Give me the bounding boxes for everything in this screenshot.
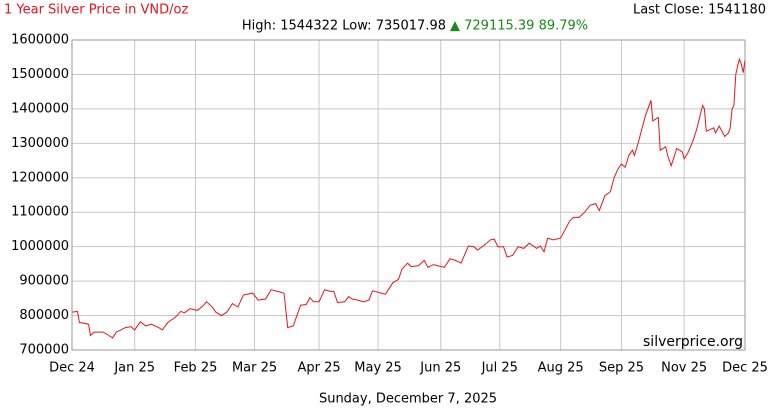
change: ▲ 729115.39 89.79%	[450, 19, 588, 34]
x-tick-label: May 25	[354, 361, 402, 376]
price-line	[71, 57, 746, 339]
x-tick-label: Feb 25	[174, 361, 218, 376]
x-tick-label: Apr 25	[297, 361, 340, 376]
y-tick-label: 900000	[19, 274, 69, 289]
y-tick-label: 1000000	[11, 239, 69, 254]
y-tick-label: 800000	[19, 308, 69, 323]
stats: High: 1544322 Low: 735017.98	[242, 19, 446, 34]
y-tick-label: 1500000	[11, 67, 69, 82]
x-tick-label: Nov 25	[661, 361, 707, 376]
x-tick-label: Mar 25	[232, 361, 277, 376]
y-tick-label: 1600000	[11, 33, 69, 48]
y-tick-label: 700000	[19, 343, 69, 358]
x-tick-label: Jan 25	[113, 361, 155, 376]
x-tick-label: Jul 25	[481, 361, 518, 376]
y-tick-label: 1200000	[11, 170, 69, 185]
y-tick-label: 1300000	[11, 136, 69, 151]
y-tick-label: 1400000	[11, 101, 69, 116]
last-close: Last Close: 1541180	[633, 3, 766, 18]
x-tick-label: Aug 25	[538, 361, 584, 376]
y-tick-label: 1100000	[11, 205, 69, 220]
x-tick-label: Jun 25	[419, 361, 461, 376]
chart-title: 1 Year Silver Price in VND/oz	[4, 3, 188, 18]
x-tick-label: Dec 24	[49, 361, 95, 376]
date: Sunday, December 7, 2025	[319, 392, 497, 407]
x-tick-label: Dec 25	[722, 361, 768, 376]
plot-frame	[71, 39, 746, 351]
watermark: silverprice.org	[643, 334, 743, 350]
x-tick-label: Sep 25	[599, 361, 644, 376]
